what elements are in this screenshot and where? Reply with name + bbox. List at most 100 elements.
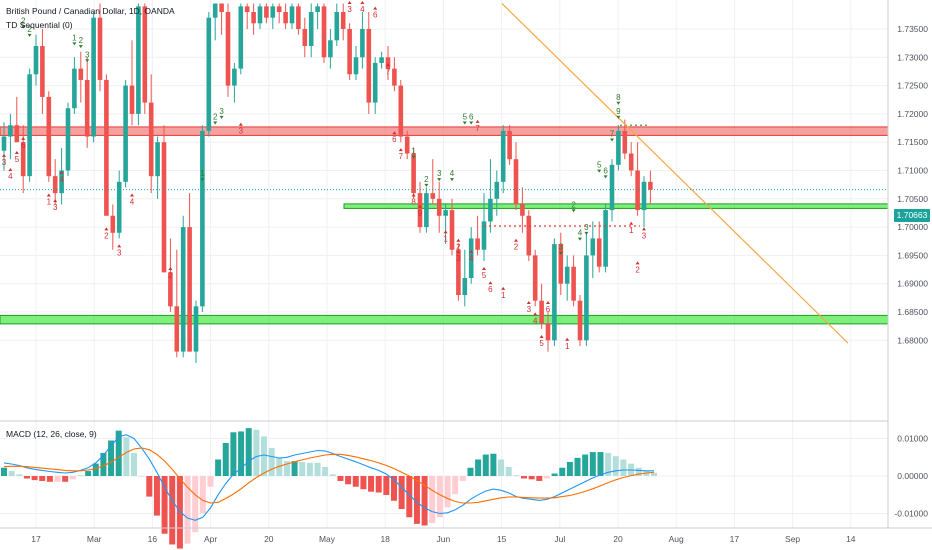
td-arrow-up bbox=[469, 250, 474, 254]
td-arrow-up bbox=[635, 261, 640, 265]
td-count-label: 9 bbox=[616, 107, 621, 116]
td-arrow-down bbox=[72, 42, 77, 46]
macd-histogram-bar bbox=[46, 476, 53, 482]
td-arrow-down bbox=[584, 231, 589, 235]
price-axis[interactable]: 1.73500 1.73000 1.72500 1.72000 1.71500 1.710… bbox=[897, 24, 928, 345]
td-arrow-down bbox=[200, 178, 205, 182]
td-arrow-down bbox=[411, 155, 416, 159]
candle-body bbox=[20, 142, 26, 177]
macd-histogram-bar bbox=[322, 466, 329, 476]
macd-histogram-bar bbox=[620, 459, 627, 476]
macd-histogram-bar bbox=[69, 476, 76, 480]
time-axis[interactable]: 17 Mar 16 Apr 20 May 18 Jun 15 Jul 20 Aug 17 Sep 14 bbox=[31, 534, 856, 544]
td-count-label: 3 bbox=[2, 158, 7, 167]
macd-histogram-bar bbox=[528, 476, 535, 480]
candle-body bbox=[635, 170, 640, 211]
candle-body bbox=[494, 181, 500, 199]
macd-histogram-bar bbox=[146, 476, 153, 497]
last-price-tag: 1.70663 bbox=[894, 209, 930, 222]
support-zone bbox=[0, 314, 889, 325]
candle-body bbox=[206, 17, 212, 131]
candle-body bbox=[65, 108, 71, 171]
td-arrow-up bbox=[360, 1, 365, 5]
candle-body bbox=[257, 6, 263, 24]
candle-body bbox=[552, 244, 557, 341]
macd-histogram-bar bbox=[23, 476, 30, 479]
td-count-label: 7 bbox=[399, 152, 404, 161]
time-tick-label: 17 bbox=[730, 534, 740, 544]
macd-histogram-bar bbox=[123, 437, 130, 476]
candle-body bbox=[72, 68, 77, 109]
td-arrow-up bbox=[418, 204, 422, 208]
candle-body bbox=[180, 227, 186, 352]
td-count-label: 1 bbox=[629, 226, 634, 235]
candle-body bbox=[212, 3, 218, 18]
td-count-label: 1 bbox=[72, 33, 77, 42]
candle-body bbox=[609, 164, 615, 211]
time-tick-label: Mar bbox=[87, 534, 102, 544]
td-count-label: 4 bbox=[450, 169, 455, 178]
macd-histogram-bar bbox=[299, 461, 306, 476]
macd-histogram-bar bbox=[199, 476, 206, 514]
trendline[interactable] bbox=[501, 3, 849, 344]
price-tick-label: 1.72500 bbox=[897, 81, 928, 91]
macd-histogram-bar bbox=[421, 476, 428, 526]
td-arrow-up bbox=[53, 199, 58, 203]
candle-body bbox=[577, 300, 583, 341]
macd-histogram-bar bbox=[306, 462, 313, 476]
candle-body bbox=[97, 17, 103, 80]
candle-body bbox=[168, 272, 173, 307]
candle-body bbox=[110, 215, 116, 233]
td-arrow-up bbox=[168, 267, 173, 271]
macd-histogram-bar bbox=[444, 476, 451, 508]
resistance-zone bbox=[0, 126, 889, 136]
time-tick-label: 16 bbox=[148, 534, 158, 544]
candle-body bbox=[596, 238, 602, 267]
td-arrow-up bbox=[398, 148, 403, 152]
td-count-label: 2 bbox=[104, 231, 109, 240]
macd-label[interactable]: MACD (12, 26, close, 9) bbox=[6, 429, 97, 439]
candle-body bbox=[187, 227, 192, 352]
td-count-label: 5 bbox=[482, 271, 487, 280]
candle-body bbox=[232, 68, 237, 86]
candle-body bbox=[276, 6, 282, 13]
macd-histogram-bar bbox=[429, 476, 436, 524]
td-count-label: 1 bbox=[443, 234, 448, 243]
candle-body bbox=[564, 266, 570, 284]
time-tick-label: 20 bbox=[264, 534, 274, 544]
time-tick-label: Apr bbox=[204, 534, 217, 544]
macd-histogram-bar bbox=[238, 431, 245, 476]
td-count-label: 3 bbox=[456, 254, 461, 263]
macd-histogram-bar bbox=[169, 476, 176, 545]
td-count-label: 7 bbox=[386, 67, 391, 76]
td-arrow-up bbox=[2, 153, 6, 157]
td-arrow-up bbox=[539, 334, 544, 338]
macd-histogram-bar bbox=[612, 456, 619, 476]
macd-histogram-bar bbox=[253, 429, 260, 476]
candle-body bbox=[347, 29, 352, 75]
td-arrow-down bbox=[469, 121, 474, 125]
candle-body bbox=[456, 249, 461, 296]
td-arrow-down bbox=[450, 178, 454, 182]
td-count-label: 3 bbox=[53, 203, 58, 212]
td-count-label: 6 bbox=[546, 305, 551, 314]
td-count-label: 7 bbox=[610, 130, 615, 139]
macd-histogram-bar bbox=[62, 476, 69, 482]
candle-body bbox=[558, 244, 564, 284]
candle-body bbox=[532, 255, 538, 301]
macd-histogram-bar bbox=[589, 452, 596, 476]
price-tick-label: 1.70500 bbox=[897, 194, 928, 204]
candle-body bbox=[59, 170, 64, 194]
td-count-label: 2 bbox=[27, 25, 32, 34]
candle-body bbox=[353, 57, 359, 75]
td-arrow-up bbox=[130, 193, 134, 197]
macd-histogram-bar bbox=[115, 430, 122, 476]
td-count-label: 3 bbox=[584, 223, 589, 232]
macd-axis[interactable]: 0.01000 0.00000 -0.01000 bbox=[894, 434, 928, 519]
indicator-label[interactable]: TD Sequential (0) bbox=[6, 20, 73, 30]
td-arrow-up bbox=[392, 131, 397, 135]
td-count-label: 2 bbox=[514, 243, 519, 252]
candle-body bbox=[46, 96, 52, 177]
candle-body bbox=[340, 12, 346, 29]
